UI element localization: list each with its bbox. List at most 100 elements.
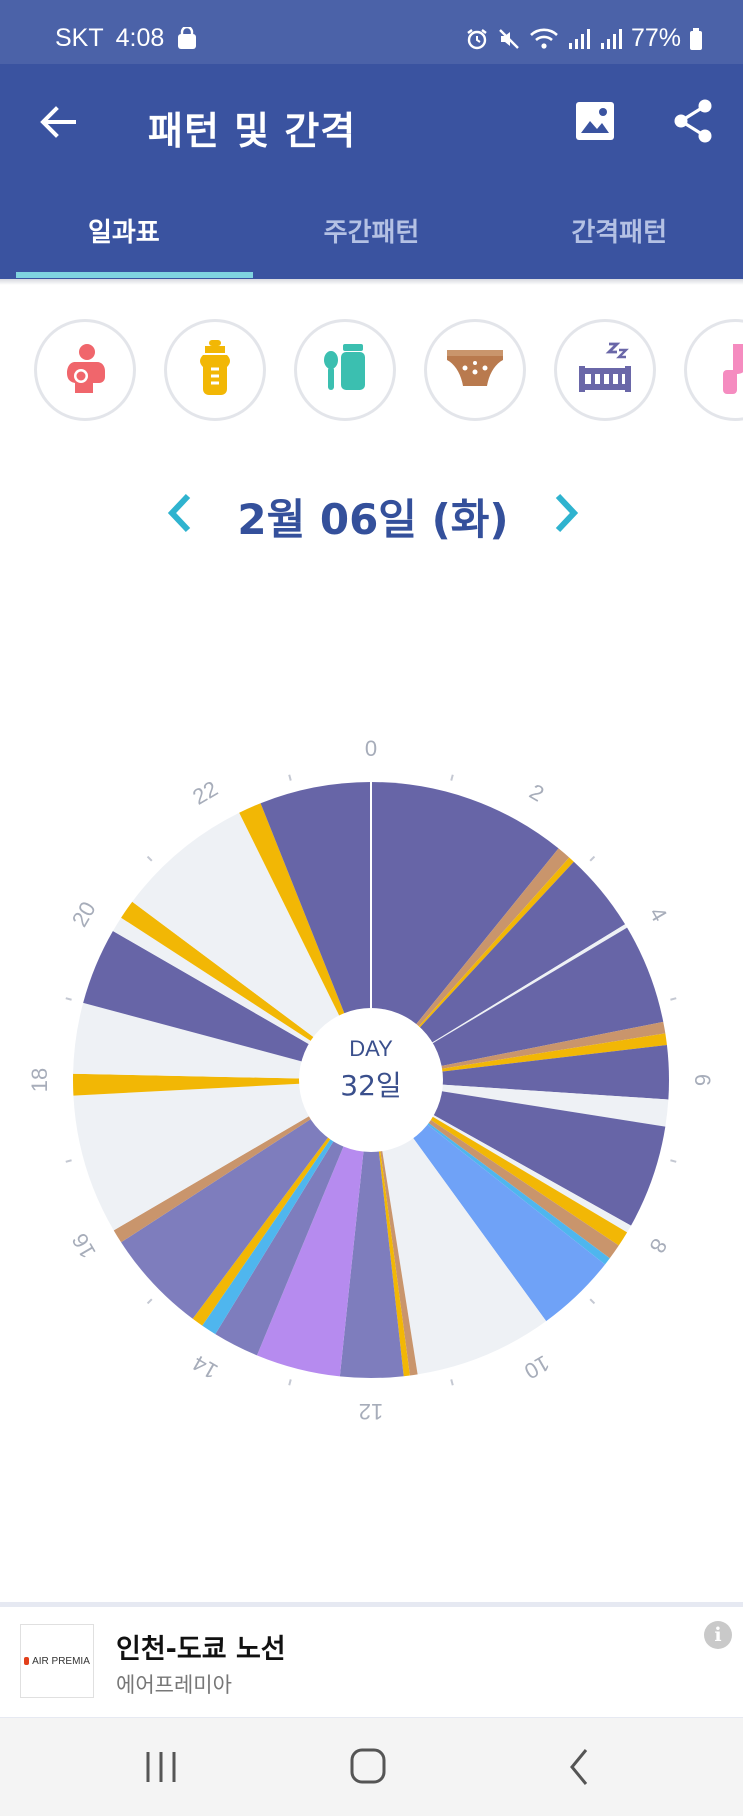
timeline-segment-sleep: [371, 927, 664, 1080]
timeline-segment-sleep_light: [339, 1080, 404, 1378]
hour-tick-label: 20: [67, 897, 101, 931]
timeline-segment-blue: [371, 1080, 606, 1322]
info-icon[interactable]: i: [704, 1621, 732, 1649]
daily-timeline-svg: 0 2 4 6 8 10 12 14 16 18 20 22 DAY 32일: [27, 736, 715, 1424]
diaper-icon: [445, 346, 505, 394]
tab-interval-pattern[interactable]: 간격패턴: [571, 218, 668, 248]
timeline-segment-sleep: [371, 1080, 666, 1226]
timeline-segment-sleep: [371, 782, 559, 1080]
timeline-segment-empty: [132, 812, 371, 1080]
hour-tick-label: 2: [525, 779, 548, 807]
chart-center-top-label: DAY: [349, 1036, 393, 1061]
home-icon[interactable]: [344, 1744, 394, 1790]
timeline-segment-bottle: [371, 857, 574, 1080]
hour-tick: [589, 1298, 596, 1305]
baby-bottle-icon: [191, 339, 239, 401]
pump-filter-button[interactable]: [684, 319, 743, 421]
hour-tick: [670, 1159, 677, 1163]
ad-logo: AIR PREMIA: [20, 1624, 94, 1698]
hour-tick-label: 0: [365, 736, 377, 761]
timeline-segment-sleep_light: [215, 1080, 371, 1356]
arrow-left-icon[interactable]: [36, 100, 80, 144]
mute-icon: [497, 27, 521, 51]
bottle-filter-button[interactable]: [164, 319, 266, 421]
hour-tick: [450, 1379, 454, 1386]
timeline-segment-sleep_light: [121, 1080, 371, 1319]
page-title: 패턴 및 간격: [148, 109, 357, 153]
app-bar-shadow: [0, 279, 743, 285]
chevron-left-icon[interactable]: [160, 488, 200, 538]
sleep-filter-button[interactable]: [554, 319, 656, 421]
back-chevron-icon[interactable]: [556, 1744, 606, 1790]
app-bar: 패턴 및 간격 일과표 주간패턴 간격패턴: [0, 64, 743, 279]
hour-tick-label: 8: [644, 1234, 672, 1257]
timeline-segment-empty: [73, 1002, 371, 1080]
hour-tick: [65, 997, 72, 1001]
timeline-segment-bottle: [121, 901, 371, 1080]
system-nav-bar: [0, 1718, 743, 1816]
share-icon[interactable]: [672, 98, 714, 144]
activity-filter-row: [0, 315, 743, 423]
baby-food-filter-button[interactable]: [294, 319, 396, 421]
timeline-segment-diaper: [113, 1080, 371, 1243]
carrier-label: SKT: [55, 24, 104, 52]
diaper-filter-button[interactable]: [424, 319, 526, 421]
hour-tick-label: 12: [359, 1399, 383, 1424]
clock: 4:08: [115, 24, 165, 52]
recents-icon[interactable]: [136, 1744, 186, 1790]
date-navigator: 2월 06일 (화): [0, 480, 743, 550]
chart-center-circle: [299, 1008, 443, 1152]
timeline-segment-empty: [371, 1080, 547, 1375]
hour-tick-label: 10: [520, 1350, 554, 1384]
ad-subtitle: 에어프레미아: [116, 1673, 232, 1697]
hour-tick-label: 18: [27, 1068, 52, 1092]
timeline-segment-diaper: [371, 1021, 666, 1080]
timeline-segment-bottle: [371, 1080, 628, 1246]
tab-weekly-pattern[interactable]: 주간패턴: [323, 218, 420, 248]
hour-tick: [146, 1298, 153, 1305]
timeline-segment-diaper: [371, 1080, 418, 1376]
chevron-right-icon[interactable]: [546, 488, 586, 538]
hour-tick: [288, 1379, 292, 1386]
hour-tick: [670, 997, 677, 1001]
signal-icon: [567, 27, 591, 51]
breastfeeding-icon: [57, 340, 113, 400]
alarm-icon: [465, 27, 489, 51]
timeline-segment-lightblue: [202, 1080, 371, 1335]
hour-tick: [146, 855, 153, 862]
timeline-segment-bottle: [239, 803, 371, 1080]
hour-tick-label: 6: [690, 1074, 715, 1086]
tab-daily[interactable]: 일과표: [87, 218, 160, 248]
ad-title[interactable]: 인천-도쿄 노선: [116, 1634, 286, 1665]
timeline-segment-sleep: [371, 861, 626, 1080]
hour-tick-label: 22: [188, 776, 222, 810]
hour-tick-label: 14: [188, 1350, 222, 1384]
hour-tick: [288, 774, 292, 781]
wifi-icon: [529, 27, 559, 51]
hour-tick-label: 4: [644, 903, 672, 926]
hour-tick-label: 16: [67, 1229, 101, 1263]
ad-logo-mark: [24, 1657, 30, 1665]
timeline-segment-bottle: [73, 1073, 372, 1096]
sleep-crib-icon: [575, 342, 635, 398]
status-bar: SKT 4:08 77%: [0, 0, 743, 64]
battery-label: 77%: [630, 24, 681, 52]
timeline-segment-empty: [73, 1080, 372, 1231]
timeline-segment-empty: [371, 924, 628, 1080]
timeline-segment-lightblue: [371, 1080, 610, 1265]
timeline-segment-diaper: [371, 848, 570, 1080]
pump-icon: [707, 340, 743, 400]
timeline-segment-empty: [112, 917, 371, 1080]
signal-icon: [599, 27, 623, 51]
chart-center-bottom-label: 32일: [340, 1069, 401, 1102]
ad-logo-text: AIR PREMIA: [32, 1655, 90, 1667]
hour-tick: [450, 774, 454, 781]
date-label[interactable]: 2월 06일 (화): [237, 495, 509, 544]
timeline-segment-empty: [371, 1080, 632, 1233]
ad-banner[interactable]: AIR PREMIA 인천-도쿄 노선 에어프레미아 i: [0, 1602, 743, 1723]
timeline-segment-bottle: [371, 1080, 410, 1377]
shopping-bag-icon: [176, 26, 198, 51]
baby-food-icon: [317, 340, 373, 400]
image-icon[interactable]: [574, 100, 616, 142]
breastfeeding-filter-button[interactable]: [34, 319, 136, 421]
